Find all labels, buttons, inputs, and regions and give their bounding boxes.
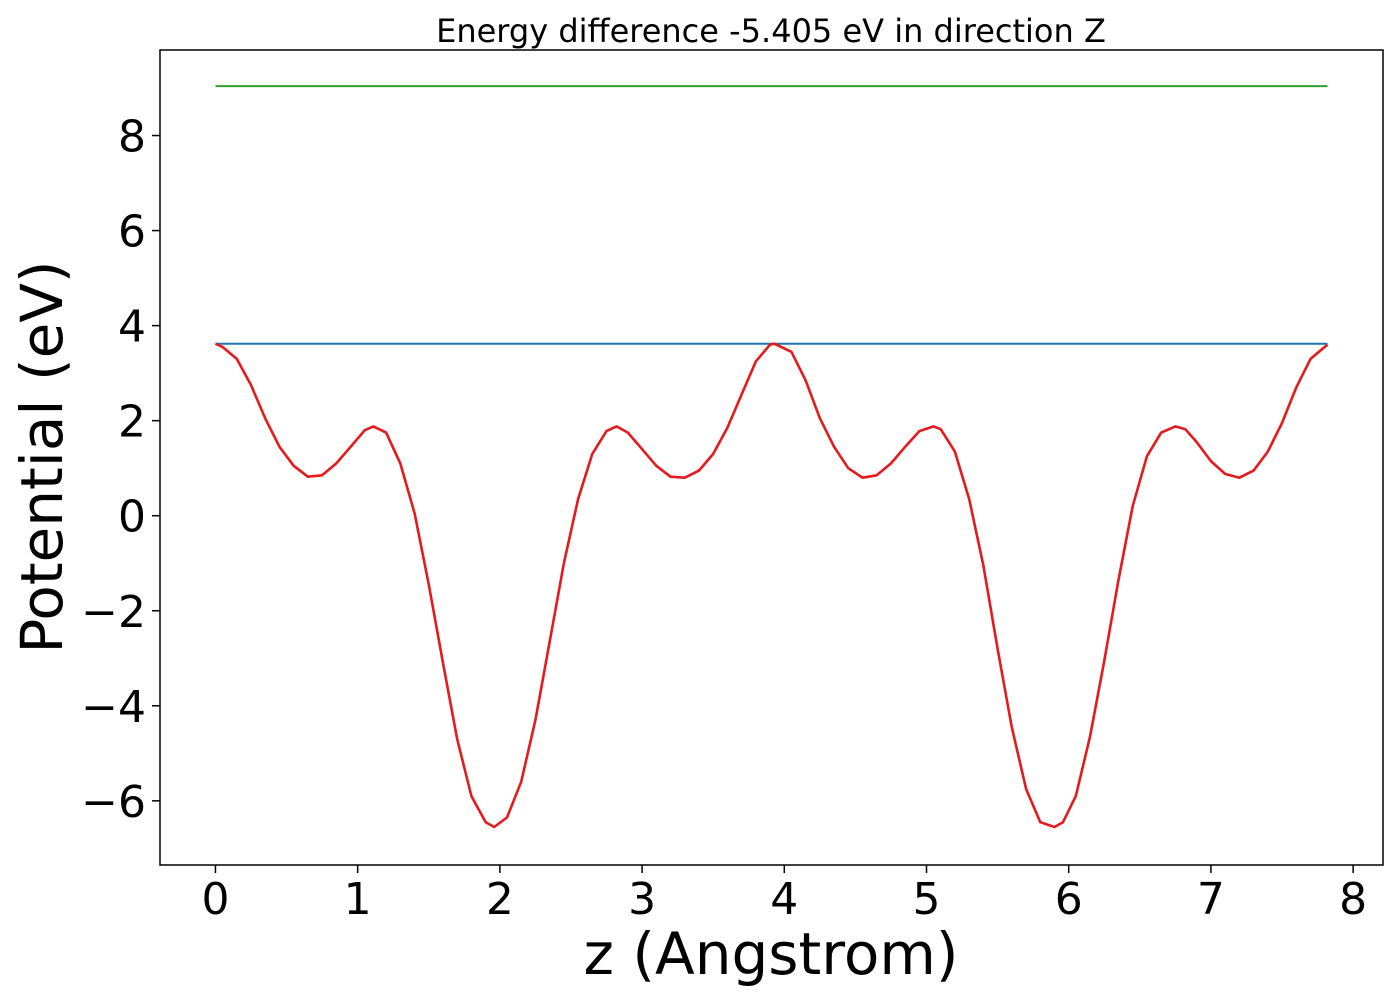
x-tick-label: 3 — [628, 874, 656, 925]
y-tick-label: 0 — [118, 492, 146, 543]
x-tick-label: 0 — [201, 874, 229, 925]
x-tick-label: 1 — [344, 874, 372, 925]
plot-area-frame — [159, 49, 1384, 866]
x-axis-label: z (Angstrom) — [584, 920, 959, 988]
y-tick-label: −6 — [81, 777, 146, 828]
plot-lines — [214, 85, 1329, 829]
series-line-3 — [214, 342, 1329, 829]
y-axis-ticks: −6 −4 −2 0 2 4 6 8 — [81, 112, 160, 828]
y-tick-label: −4 — [81, 682, 146, 733]
x-tick-label: 2 — [486, 874, 514, 925]
x-tick-label: 8 — [1339, 874, 1367, 925]
chart-title: Energy difference -5.405 eV in direction… — [436, 12, 1106, 50]
x-tick-label: 5 — [913, 874, 941, 925]
x-tick-label: 4 — [770, 874, 798, 925]
x-axis-ticks: 0 1 2 3 4 5 6 7 8 — [201, 865, 1367, 925]
y-tick-label: 8 — [118, 112, 146, 163]
y-tick-label: 6 — [118, 207, 146, 258]
y-axis-label: Potential (eV) — [8, 260, 76, 653]
x-tick-label: 7 — [1197, 874, 1225, 925]
y-tick-label: 2 — [118, 397, 146, 448]
y-tick-label: −2 — [81, 587, 146, 638]
y-tick-label: 4 — [118, 302, 146, 353]
x-tick-label: 6 — [1055, 874, 1083, 925]
